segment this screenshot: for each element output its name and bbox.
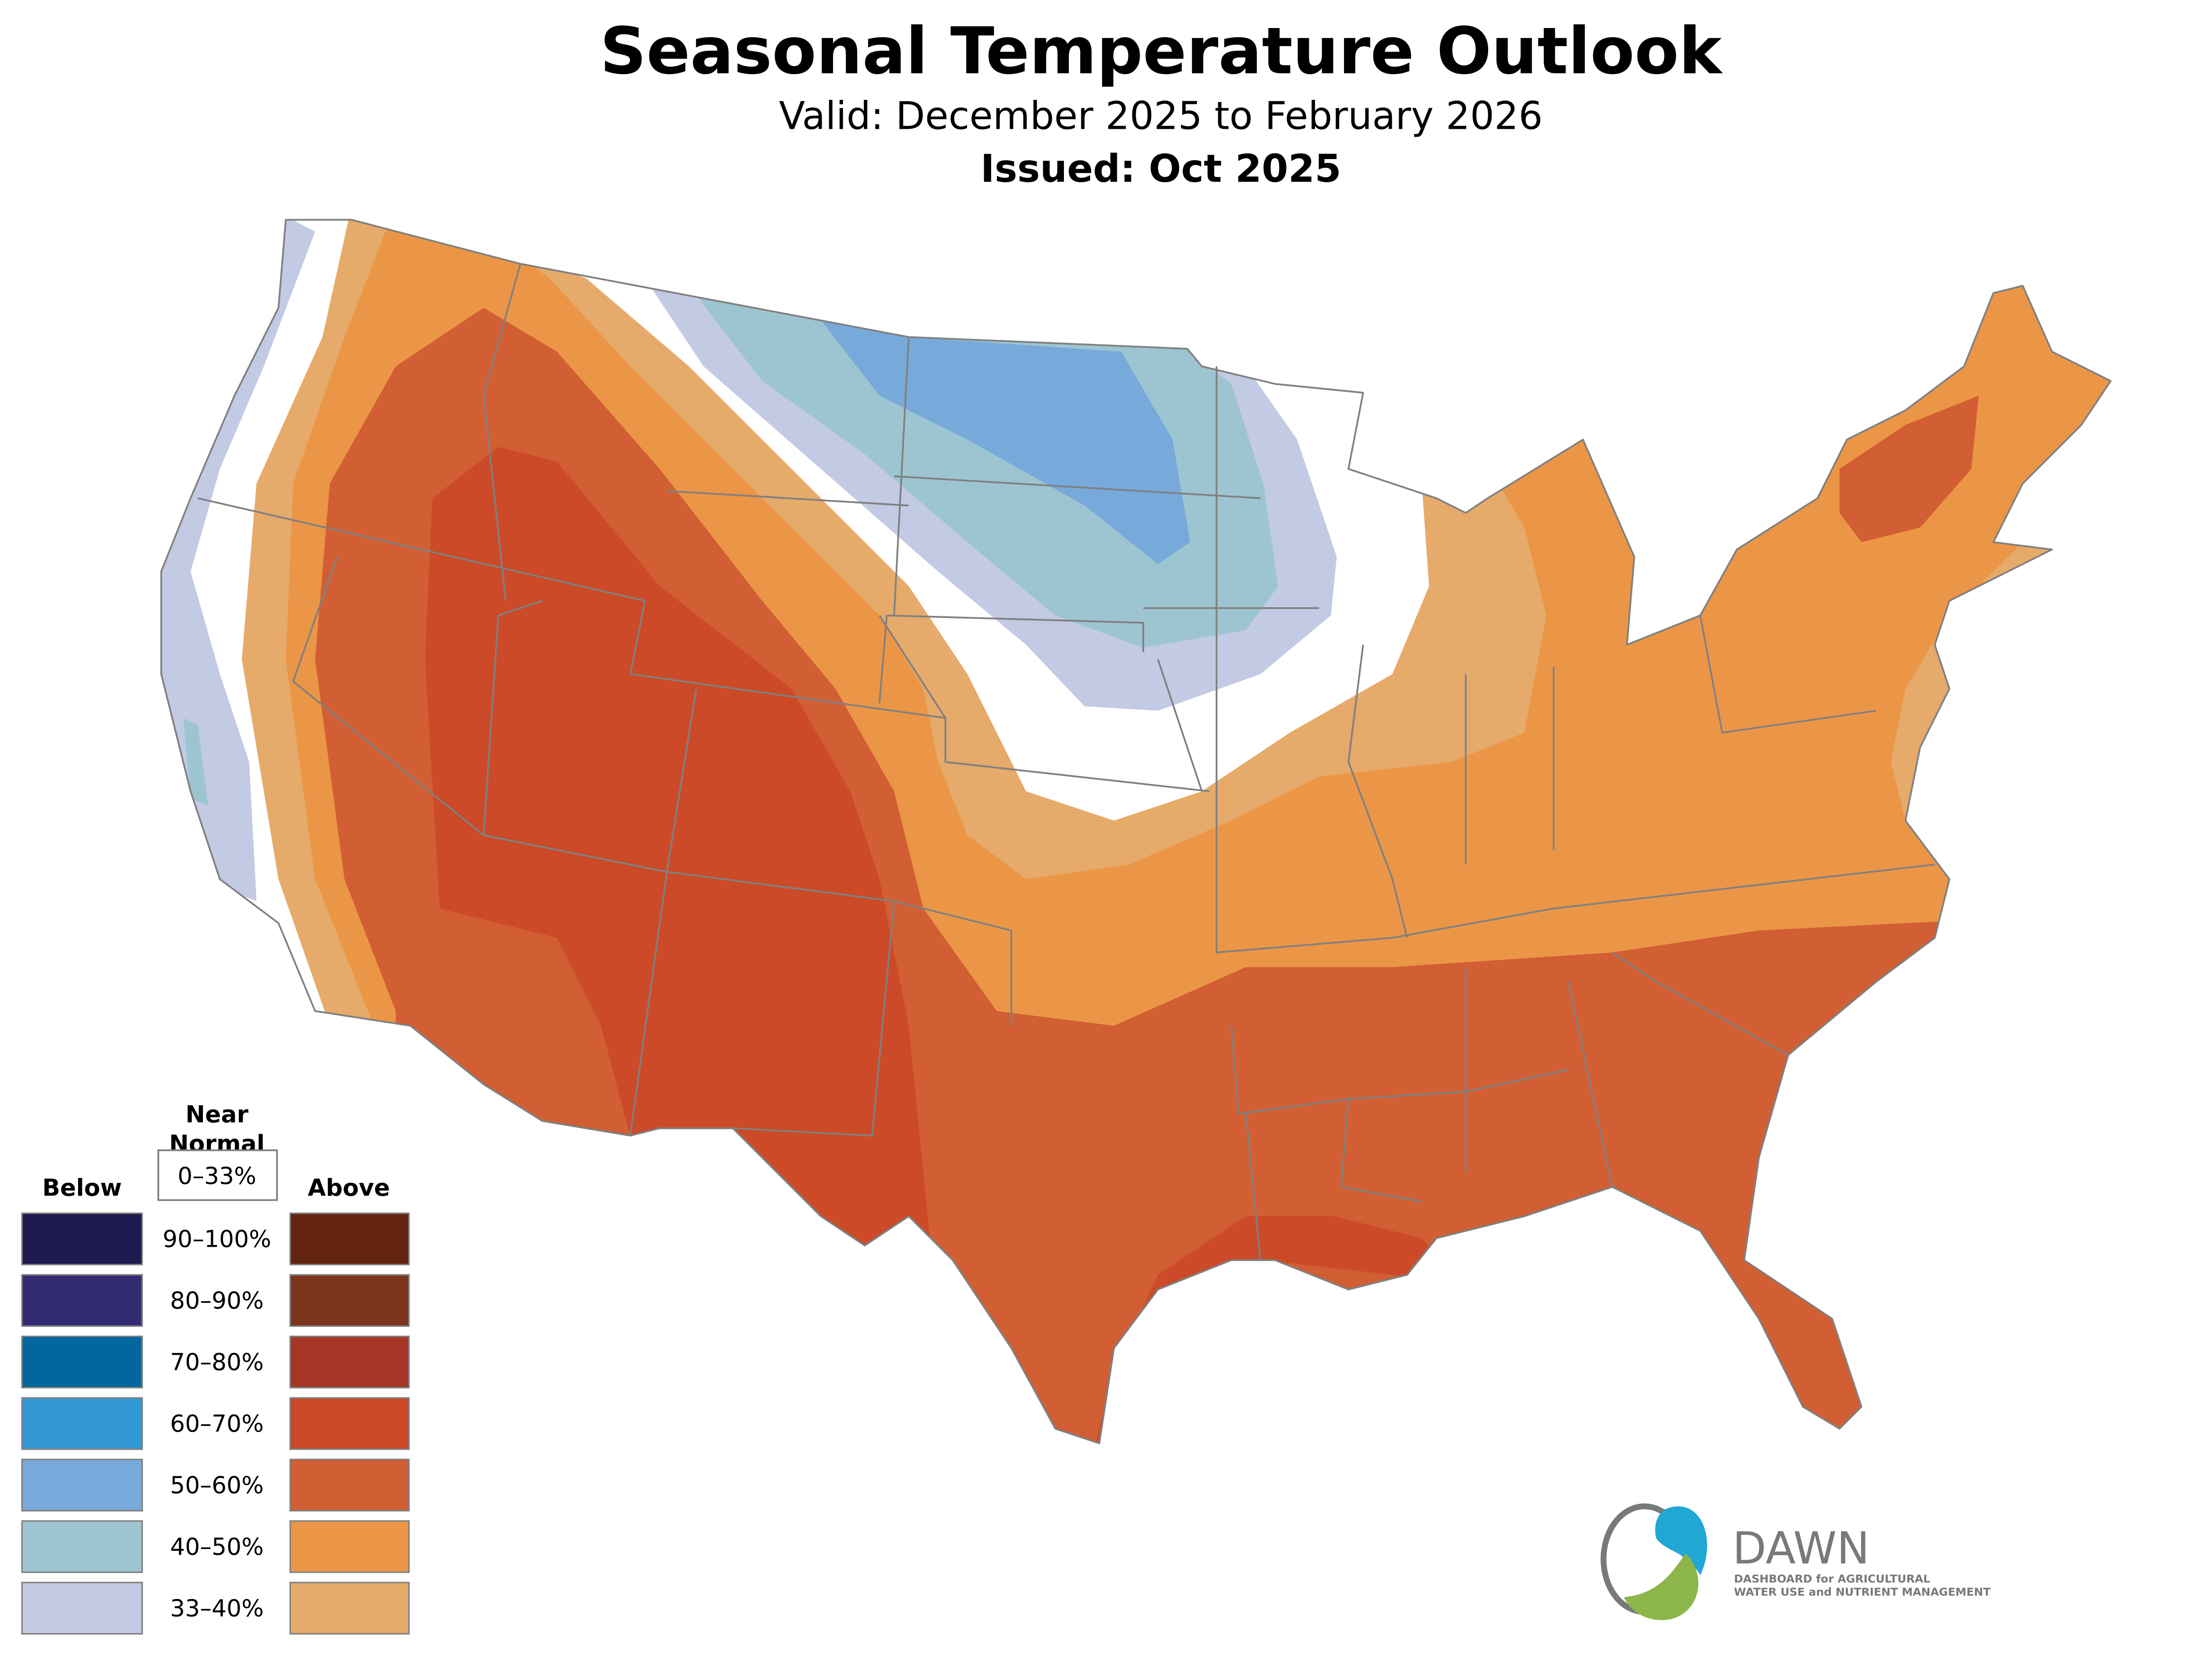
legend-range-label: 40–50% [170, 1533, 264, 1560]
legend-swatch-above [289, 1274, 410, 1327]
logo-line-2: WATER USE and NUTRIENT MANAGEMENT [1734, 1586, 1991, 1599]
issued-date: Issued: Oct 2025 [980, 146, 1341, 191]
above-50-60-northeast [1839, 396, 1979, 542]
legend: Near Normal 0–33% Below Above 90–100%80–… [21, 1100, 410, 1635]
legend-swatch-below [21, 1581, 143, 1635]
legend-above-label: Above [308, 1174, 390, 1201]
legend-range-label: 70–80% [170, 1348, 264, 1376]
legend-swatch-above [289, 1212, 410, 1266]
dawn-logo: DAWN DASHBOARD for AGRICULTURAL WATER US… [1600, 1503, 1991, 1620]
legend-swatch-above [289, 1458, 410, 1512]
above-60-70-region [425, 447, 931, 1246]
logo-line-1: DASHBOARD for AGRICULTURAL [1734, 1573, 1930, 1585]
legend-range-label: 50–60% [170, 1471, 264, 1499]
legend-below-label: Below [43, 1174, 122, 1201]
valid-period: Valid: December 2025 to February 2026 [779, 93, 1543, 138]
legend-swatch-above [289, 1335, 410, 1389]
map-title: Seasonal Temperature Outlook [600, 13, 1723, 88]
legend-swatch-below [21, 1274, 143, 1327]
header: Seasonal Temperature Outlook Valid: Dece… [600, 13, 1723, 191]
legend-near-normal-title-1: Near [185, 1100, 248, 1128]
logo-leaf [1624, 1553, 1698, 1620]
legend-near-normal-box [157, 1149, 278, 1201]
legend-range-label: 90–100% [163, 1225, 271, 1253]
state-lines [198, 263, 1935, 1260]
legend-swatch-below [21, 1397, 143, 1450]
legend-range-label: 60–70% [170, 1410, 264, 1437]
legend-near-normal-range: 0–33% [177, 1162, 256, 1190]
legend-swatch-above [289, 1397, 410, 1450]
above-60-70-gulf [1092, 1216, 1459, 1443]
legend-swatch-below [21, 1458, 143, 1512]
state-borders [161, 220, 2111, 1443]
legend-range-label: 33–40% [170, 1594, 264, 1622]
legend-swatch-above [289, 1520, 410, 1573]
legend-range-label: 80–90% [170, 1287, 264, 1314]
logo-water-drop [1655, 1506, 1707, 1575]
logo-name: DAWN [1733, 1523, 1870, 1574]
legend-swatch-above [289, 1581, 410, 1635]
legend-swatch-below [21, 1520, 143, 1573]
legend-swatch-below [21, 1212, 143, 1266]
legend-rows: 90–100% 80–90% 70–80% 60–70% 50–60% 40–50% 33–… [21, 1212, 410, 1635]
legend-swatch-below [21, 1335, 143, 1389]
